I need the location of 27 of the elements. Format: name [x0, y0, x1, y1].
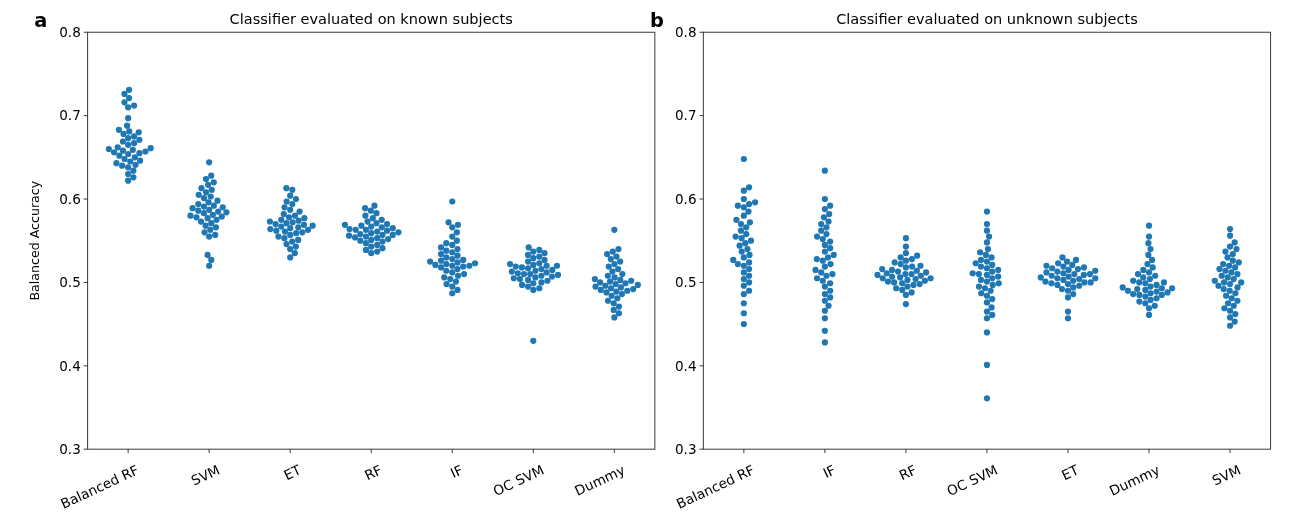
x-tick-label: ET: [1058, 461, 1082, 484]
y-tick-label: 0.8: [59, 23, 81, 40]
x-tick-label: OC SVM: [944, 461, 1000, 499]
y-tick-label: 0.8: [674, 23, 697, 40]
x-tick-label: ET: [281, 461, 304, 484]
y-tick-label: 0.4: [59, 357, 81, 374]
y-tick-label: 0.5: [59, 274, 81, 291]
x-tick-label: RF: [896, 461, 920, 484]
y-tick-label: 0.3: [674, 440, 697, 457]
annotation: b: [650, 9, 664, 33]
x-tick-label: RF: [361, 461, 385, 484]
x-tick-label: IF: [447, 461, 466, 482]
y-tick-label: 0.3: [59, 440, 81, 457]
y-tick-label: 0.7: [59, 107, 81, 124]
x-tick-label: SVM: [188, 461, 223, 489]
y-axis-title: Balanced Accuracy: [27, 180, 43, 301]
x-tick-label: OC SVM: [490, 461, 547, 499]
x-tick-label: IF: [820, 461, 839, 482]
y-tick-label: 0.4: [674, 357, 697, 374]
x-tick-label: SVM: [1209, 461, 1244, 489]
text: a: [34, 9, 48, 33]
y-tick-label: 0.7: [674, 107, 697, 124]
y-tick-label: 0.6: [59, 190, 81, 207]
chart-title: Classifier evaluated on unknown subjects: [836, 10, 1138, 27]
chart-title: Classifier evaluated on known subjects: [229, 10, 513, 27]
y-tick-label: 0.6: [674, 190, 697, 207]
y-tick-label: 0.5: [674, 274, 697, 291]
